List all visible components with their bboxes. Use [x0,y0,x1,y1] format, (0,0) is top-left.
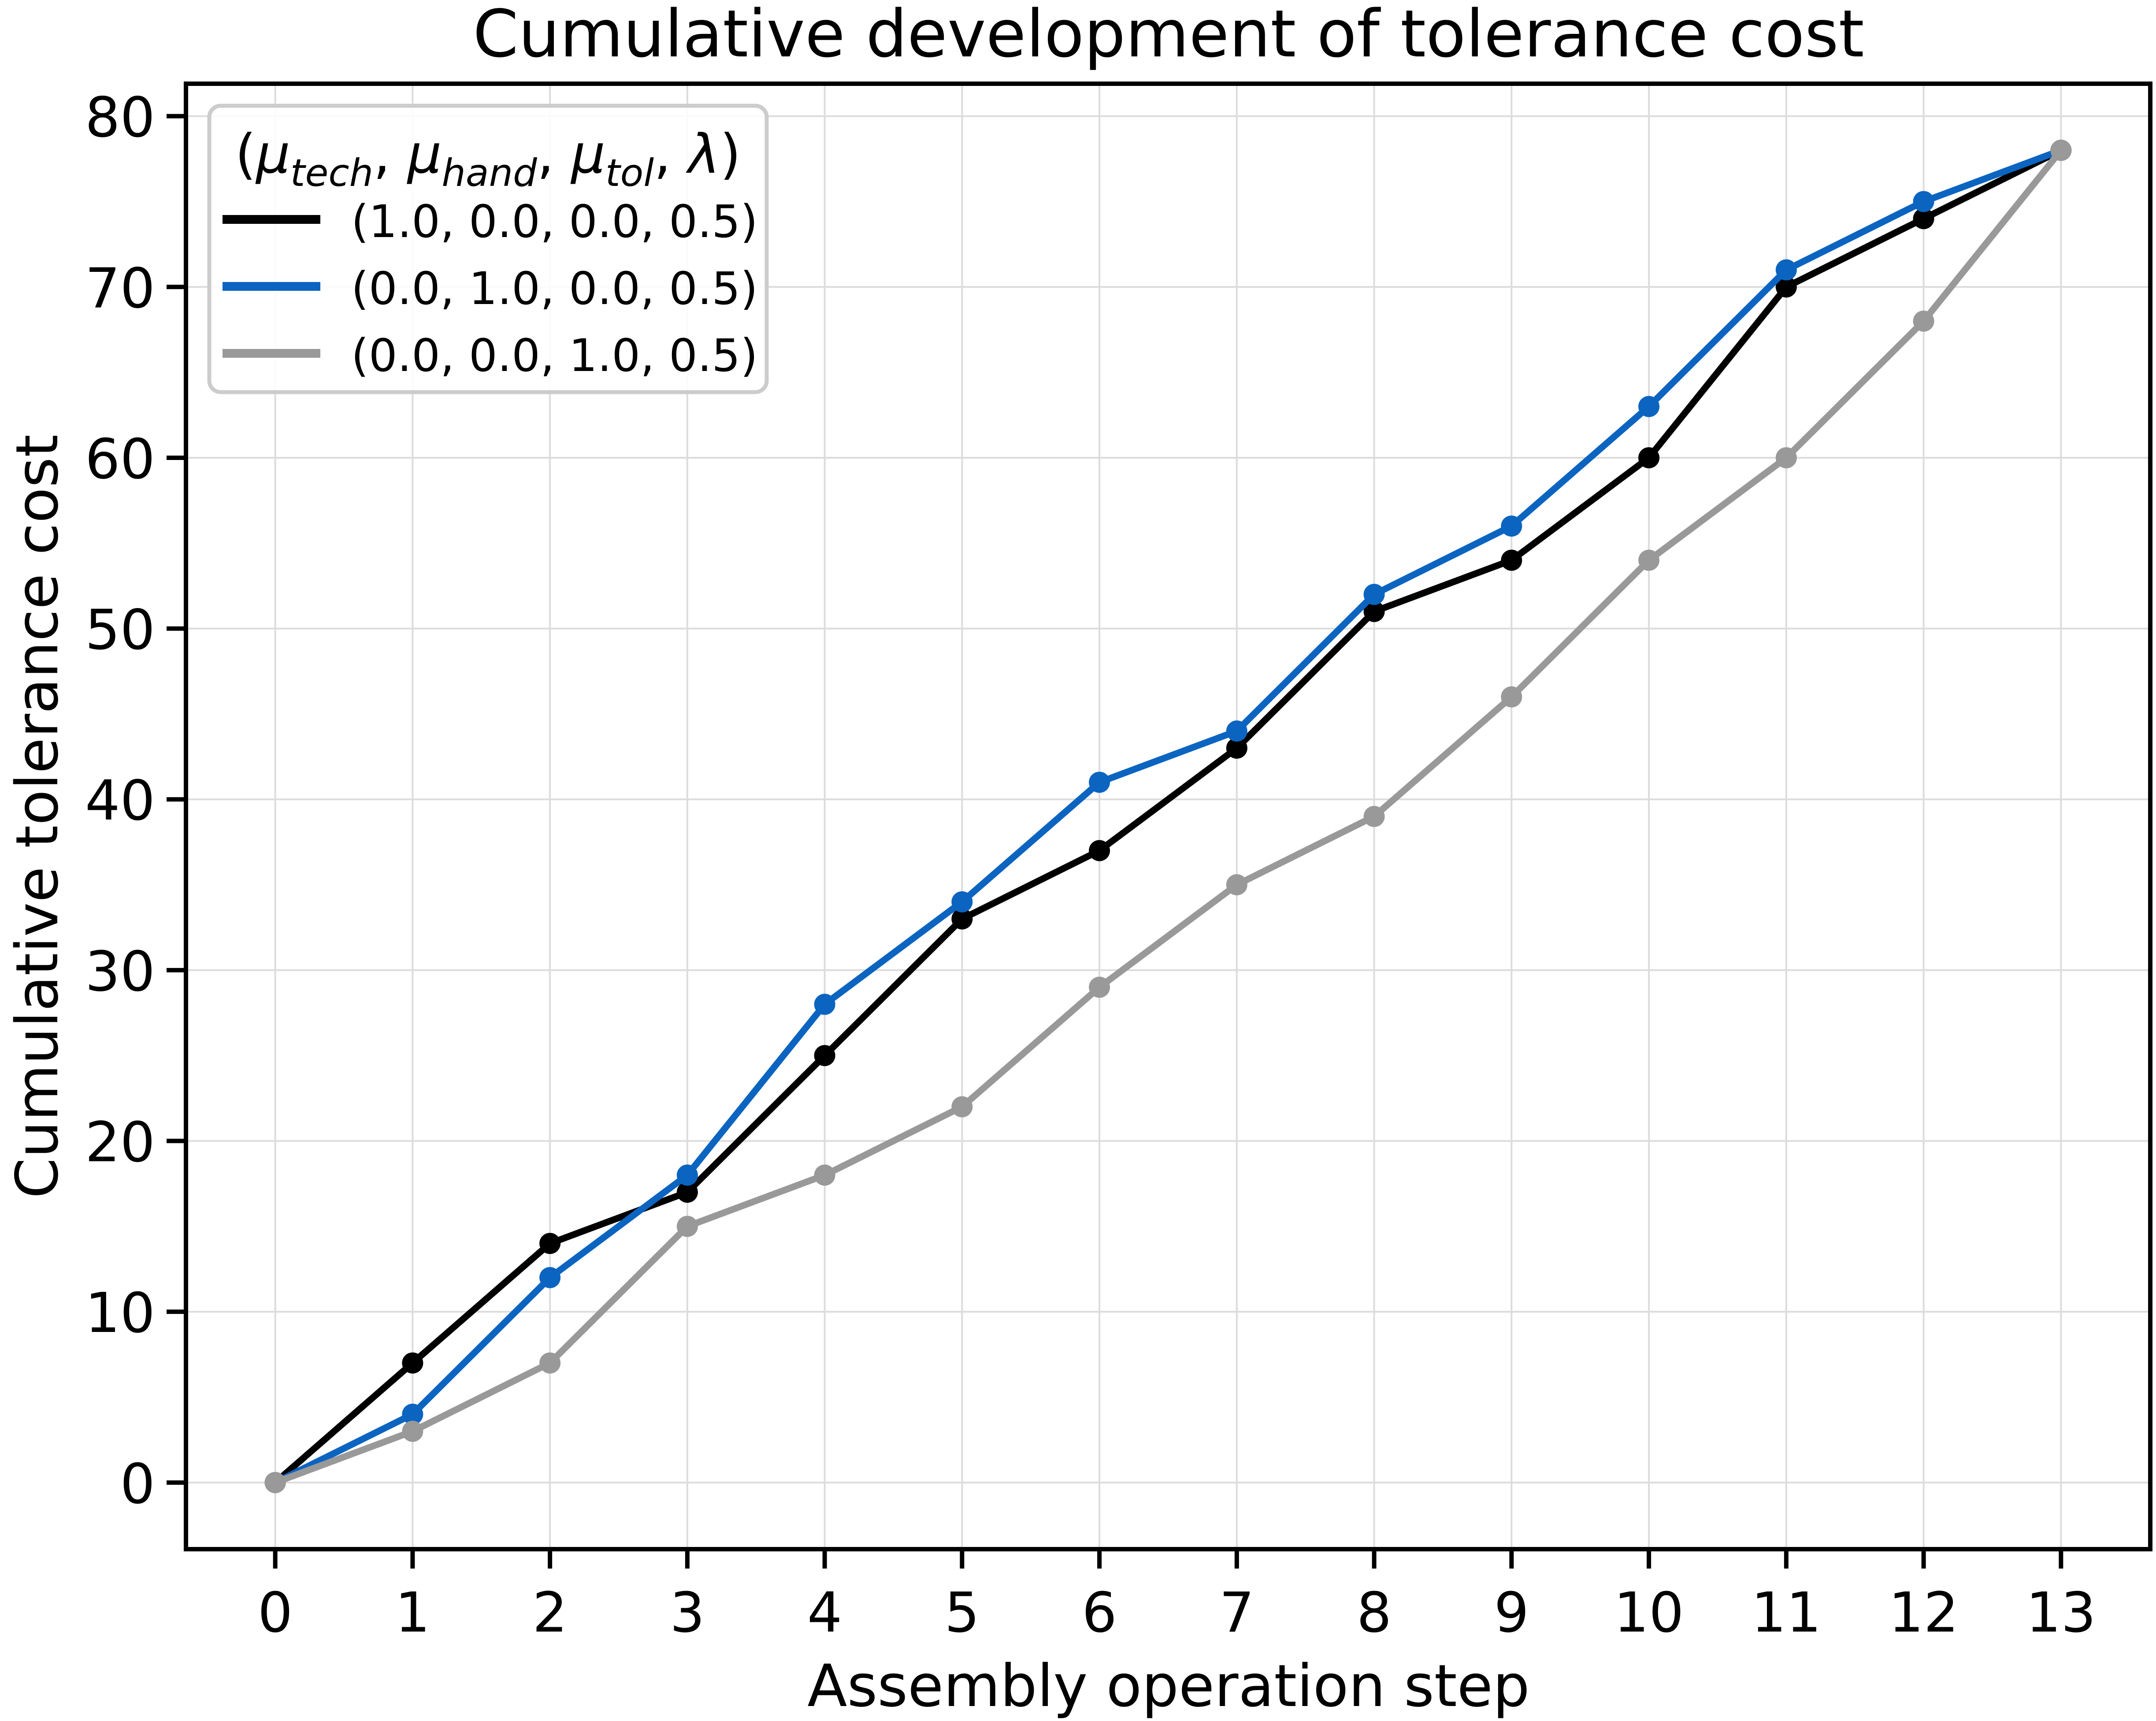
y-tick-label: 10 [85,1281,155,1345]
data-point-marker [1913,208,1934,230]
axes-frame [184,82,2152,1551]
legend-title-segment: , [537,123,571,185]
y-tick-label: 70 [85,256,155,320]
x-tick-label: 11 [1751,1581,1821,1645]
y-tick-label: 50 [85,598,155,662]
legend-title-segment: , [373,123,408,185]
series-line-1 [272,147,2064,1486]
legend-entry-label: (0.0, 1.0, 0.0, 0.5) [351,263,758,315]
legend-box [207,104,769,394]
x-tick-label: 13 [2026,1581,2096,1645]
gridlines [186,84,2150,1549]
y-tick-label: 0 [120,1452,155,1516]
legend-title-segment: tol [605,151,654,195]
data-point-marker [402,1421,423,1442]
legend-title-segment: , [654,123,688,185]
y-tick-label: 30 [85,940,155,1004]
x-tick-label: 6 [1082,1581,1117,1645]
legend-title-segment: μ [407,123,442,185]
x-tick-label: 3 [670,1581,705,1645]
y-axis-label: Cumulative tolerance cost [4,434,71,1198]
data-point-marker [1089,771,1110,793]
x-tick-label: 10 [1614,1581,1684,1645]
legend-title-segment: μ [255,123,290,185]
data-point-marker [676,1181,698,1203]
x-tick-label: 2 [532,1581,568,1645]
data-point-marker [1226,737,1247,759]
data-point-marker [539,1233,561,1254]
x-tick-label: 7 [1219,1581,1254,1645]
data-point-marker [951,908,973,930]
data-point-marker [1363,601,1385,622]
data-point-marker [1363,584,1385,605]
data-point-marker [1089,840,1110,861]
legend: (μtech, μhand, μtol, λ)(1.0, 0.0, 0.0, 0… [207,104,769,394]
x-tick-label: 4 [807,1581,842,1645]
series-line-0 [272,147,2064,1486]
legend-entry-label: (1.0, 0.0, 0.0, 0.5) [351,196,758,248]
plot-frame [184,82,2152,1551]
data-point-marker [402,1352,423,1374]
data-point-marker [676,1216,698,1237]
x-tick-label: 12 [1889,1581,1959,1645]
x-tick-label: 1 [395,1581,430,1645]
data-point-marker [1775,276,1797,298]
legend-title-segment: μ [570,123,605,185]
data-point-marker [1638,447,1660,468]
data-point-marker [539,1267,561,1288]
data-point-marker [264,1472,286,1493]
data-point-marker [1913,310,1934,332]
x-tick-label: 0 [258,1581,293,1645]
data-point-marker [2050,140,2072,161]
series-2 [264,140,2072,1493]
x-tick-label: 5 [945,1581,980,1645]
legend-title-segment: tech [290,151,373,195]
legend-title-segment: λ [686,123,720,185]
data-point-marker [1638,549,1660,571]
legend-title-segment: ) [720,123,741,185]
legend-entry-label: (0.0, 0.0, 1.0, 0.5) [351,330,758,382]
data-point-marker [539,1352,561,1374]
data-point-marker [1226,720,1247,742]
data-point-marker [1501,549,1522,571]
x-tick-label: 8 [1357,1581,1392,1645]
data-point-marker [1363,806,1385,827]
data-point-marker [1775,259,1797,281]
data-point-marker [1089,976,1110,998]
y-tick-label: 40 [85,769,155,833]
data-point-marker [1501,686,1522,708]
data-point-marker [402,1403,423,1425]
data-point-marker [1913,191,1934,212]
data-point-marker [814,1165,835,1186]
legend-title-segment: ( [235,123,256,185]
data-point-marker [1226,874,1247,896]
chart-title: Cumulative development of tolerance cost [473,0,1864,72]
data-point-marker [951,1096,973,1117]
x-tick-label: 9 [1494,1581,1529,1645]
x-axis-label: Assembly operation step [807,1652,1529,1720]
data-point-marker [814,1045,835,1066]
data-series [264,140,2072,1493]
data-point-marker [1775,447,1797,468]
data-point-marker [1638,396,1660,417]
y-tick-label: 20 [85,1111,155,1175]
data-point-marker [676,1165,698,1186]
legend-title: (μtech, μhand, μtol, λ) [235,123,741,195]
data-point-marker [814,994,835,1015]
series-line-2 [272,147,2064,1486]
data-point-marker [951,891,973,912]
y-tick-label: 80 [85,86,155,150]
legend-title-segment: hand [442,151,537,195]
data-point-marker [1501,516,1522,537]
y-tick-label: 60 [85,427,155,491]
